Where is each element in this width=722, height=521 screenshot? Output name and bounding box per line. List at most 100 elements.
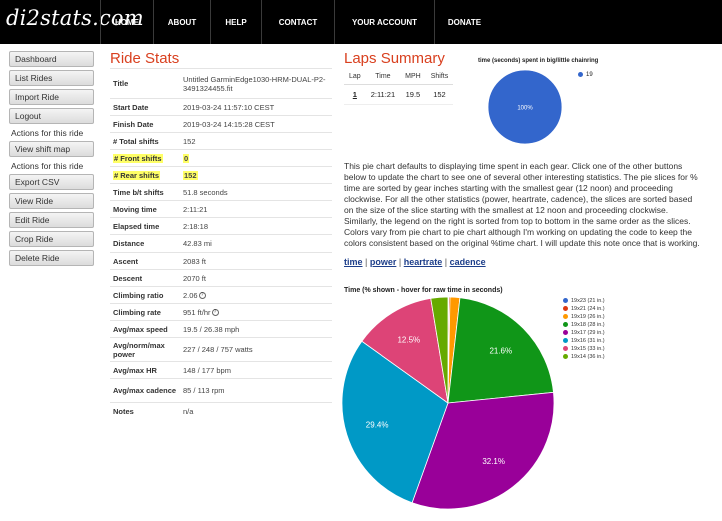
stats-row: Distance 42.83 mi — [110, 234, 332, 253]
sidebar-logout-button[interactable]: Logout — [9, 108, 94, 124]
legend-item: 19x17 (29 in.) — [563, 329, 605, 337]
stats-label: Avg/max HR — [110, 361, 180, 379]
legend-label: 19x16 (31 in.) — [571, 338, 605, 344]
pie-slice[interactable] — [361, 297, 449, 404]
stats-value-text: 2019-03-24 11:57:10 CEST — [183, 102, 275, 112]
sidebar-dashboard-button[interactable]: Dashboard — [9, 51, 94, 67]
legend-label: 19x21 (24 in.) — [571, 306, 605, 312]
stats-row: Elapsed time 2:18:18 — [110, 217, 332, 235]
pie-slice[interactable] — [341, 340, 449, 504]
chart-type-links: time | power | heartrate | cadence — [344, 257, 486, 267]
stats-row: Notes n/a — [110, 402, 332, 420]
legend-dot — [578, 72, 583, 77]
gear-time-pie-chart: 21.6% 32.1% 29.4% 12.5% — [341, 296, 555, 510]
sidebar-delete-ride-button[interactable]: Delete Ride — [9, 250, 94, 266]
stats-row: Climbing ratio 2.06? — [110, 286, 332, 304]
table-row: 1 2:11:21 19.5 152 — [344, 84, 454, 105]
sidebar-list-rides-button[interactable]: List Rides — [9, 70, 94, 86]
link-cadence[interactable]: cadence — [449, 257, 486, 267]
sidebar-section-label: Actions for this ride — [11, 128, 84, 138]
stats-value-text: 2:18:18 — [183, 221, 209, 231]
laps-header-lap: Lap — [344, 70, 366, 85]
stats-value-text: 2.06 — [183, 290, 198, 300]
stats-label: Descent — [110, 269, 180, 287]
laps-summary-title: Laps Summary — [344, 50, 445, 67]
stats-value: 152 — [180, 132, 332, 150]
nav-about[interactable]: ABOUT — [153, 0, 210, 44]
link-power[interactable]: power — [369, 257, 397, 267]
stats-value: 148 / 177 bpm — [180, 361, 332, 379]
legend-label: 19x14 (36 in.) — [571, 354, 605, 360]
stats-row: Moving time 2:11:21 — [110, 200, 332, 218]
stats-label: Distance — [110, 234, 180, 253]
pie-data-label: 21.6% — [489, 346, 512, 355]
sidebar-view-shift-map-button[interactable]: View shift map — [9, 141, 94, 157]
stats-value: 51.8 seconds — [180, 183, 332, 201]
stats-value: 2.06? — [180, 286, 332, 304]
pie-slice[interactable] — [487, 69, 563, 145]
stats-value-text: 152 — [183, 136, 196, 146]
stats-value: 2019-03-24 11:57:10 CEST — [180, 98, 332, 116]
laps-header-mph: MPH — [400, 70, 426, 85]
legend-label: 19x19 (26 in.) — [571, 314, 605, 320]
gear-time-chart-title: Time (% shown - hover for raw time in se… — [344, 287, 503, 294]
lap-mph: 19.5 — [400, 84, 426, 105]
chainring-legend: 19 — [578, 72, 593, 78]
sidebar-edit-ride-button[interactable]: Edit Ride — [9, 212, 94, 228]
stats-row: # Total shifts 152 — [110, 132, 332, 150]
nav-help[interactable]: HELP — [210, 0, 261, 44]
stats-value: 152 — [180, 166, 332, 184]
lap-number-link[interactable]: 1 — [344, 84, 366, 105]
legend-dot — [563, 338, 568, 344]
stats-row: # Rear shifts 152 — [110, 166, 332, 184]
link-time[interactable]: time — [344, 257, 363, 267]
sidebar-view-ride-button[interactable]: View Ride — [9, 193, 94, 209]
top-header: di2stats.com HOME ABOUT HELP CONTACT YOUR AC… — [0, 0, 722, 44]
legend-dot — [563, 330, 568, 336]
sidebar-crop-ride-button[interactable]: Crop Ride — [9, 231, 94, 247]
stats-label: Start Date — [110, 98, 180, 116]
legend-item: 19x23 (21 in.) — [563, 297, 605, 305]
site-logo[interactable]: di2stats.com — [6, 6, 144, 30]
info-icon[interactable]: ? — [211, 309, 219, 317]
ride-stats-title: Ride Stats — [110, 50, 180, 67]
stats-label: Elapsed time — [110, 217, 180, 235]
stats-label: Finish Date — [110, 115, 180, 133]
nav-donate[interactable]: DONATE — [434, 0, 494, 44]
stats-row: Ascent 2083 ft — [110, 252, 332, 270]
stats-value: 85 / 113 rpm — [180, 378, 332, 403]
pie-slice[interactable] — [447, 297, 554, 404]
stats-value: 2083 ft — [180, 252, 332, 270]
sidebar-export-csv-button[interactable]: Export CSV — [9, 174, 94, 190]
link-heartrate[interactable]: heartrate — [403, 257, 443, 267]
pie-data-label: 32.1% — [482, 457, 505, 466]
legend-label: 19x18 (28 in.) — [571, 322, 605, 328]
main-nav: HOME ABOUT HELP CONTACT YOUR ACCOUNT DONATE — [100, 0, 494, 44]
pie-slice[interactable] — [430, 296, 449, 404]
nav-home[interactable]: HOME — [100, 0, 153, 44]
legend-dot — [563, 354, 568, 360]
stats-row: Avg/max speed 19.5 / 26.38 mph — [110, 320, 332, 338]
chainring-legend-label: 19 — [586, 72, 593, 79]
ride-stats-table: Title Untitled GarminEdge1030-HRM-DUAL-P2… — [110, 68, 332, 420]
stats-value-text: 2070 ft — [183, 273, 206, 283]
nav-your-account[interactable]: YOUR ACCOUNT — [334, 0, 434, 44]
pie-slice[interactable] — [411, 391, 555, 510]
stats-value: 2:11:21 — [180, 200, 332, 218]
info-icon[interactable]: ? — [198, 292, 206, 300]
highlighted-value: 0 — [183, 153, 190, 163]
stats-value-text: n/a — [183, 406, 194, 416]
highlighted-label: # Front shifts — [113, 153, 163, 163]
sidebar-import-ride-button[interactable]: Import Ride — [9, 89, 94, 105]
legend-dot — [563, 298, 568, 304]
laps-header-row: Lap Time MPH Shifts — [344, 70, 454, 85]
stats-label: Climbing ratio — [110, 286, 180, 304]
stats-value: 19.5 / 26.38 mph — [180, 320, 332, 338]
lap-shifts: 152 — [425, 84, 454, 105]
stats-label: # Total shifts — [110, 132, 180, 150]
stats-value: 227 / 248 / 757 watts — [180, 337, 332, 362]
legend-dot — [563, 346, 568, 352]
stats-value: 2019-03-24 14:15:28 CEST — [180, 115, 332, 133]
nav-contact[interactable]: CONTACT — [261, 0, 334, 44]
sidebar-section-label: Actions for this ride — [11, 161, 84, 171]
